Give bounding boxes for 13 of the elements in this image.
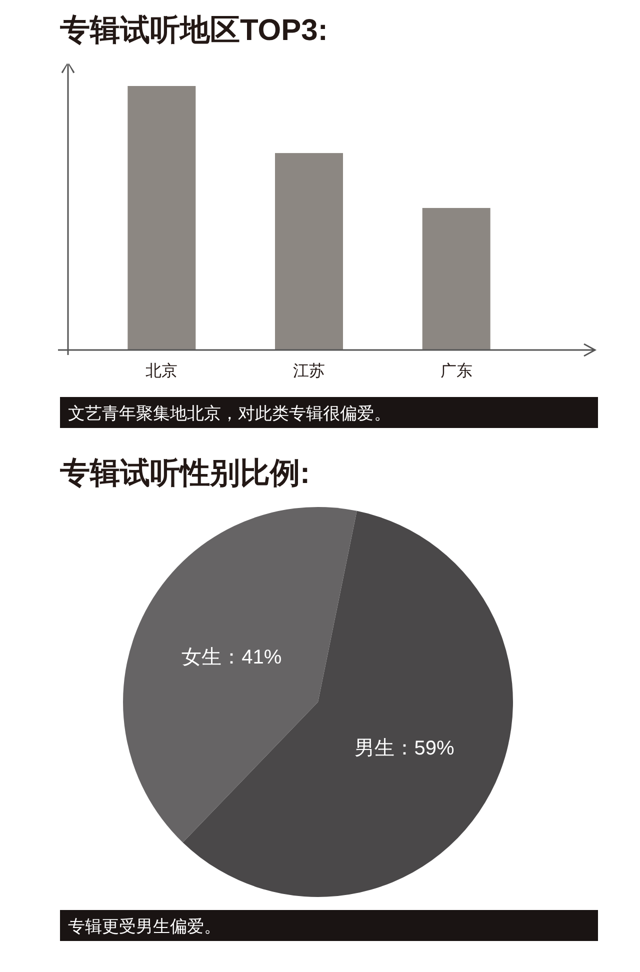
slice-label: 女生 [182, 646, 222, 669]
x-tick-label: 北京 [146, 362, 178, 380]
data-label: ：41% [222, 646, 282, 669]
text: 专辑更受男生偏爱。 [68, 917, 221, 936]
text: 文艺青年聚集地北京，对此类专辑很偏爱。 [68, 404, 391, 423]
x-tick-label: 江苏 [293, 362, 325, 380]
chart-title: 专辑试听地区TOP3: [59, 14, 328, 47]
data-label: ：59% [394, 737, 455, 760]
pie-slice [182, 510, 513, 897]
x-tick-label: 广东 [440, 362, 472, 380]
chart-title: 专辑试听性别比例: [59, 457, 310, 490]
slice-label: 男生 [354, 737, 394, 760]
pie-slice [123, 507, 357, 843]
